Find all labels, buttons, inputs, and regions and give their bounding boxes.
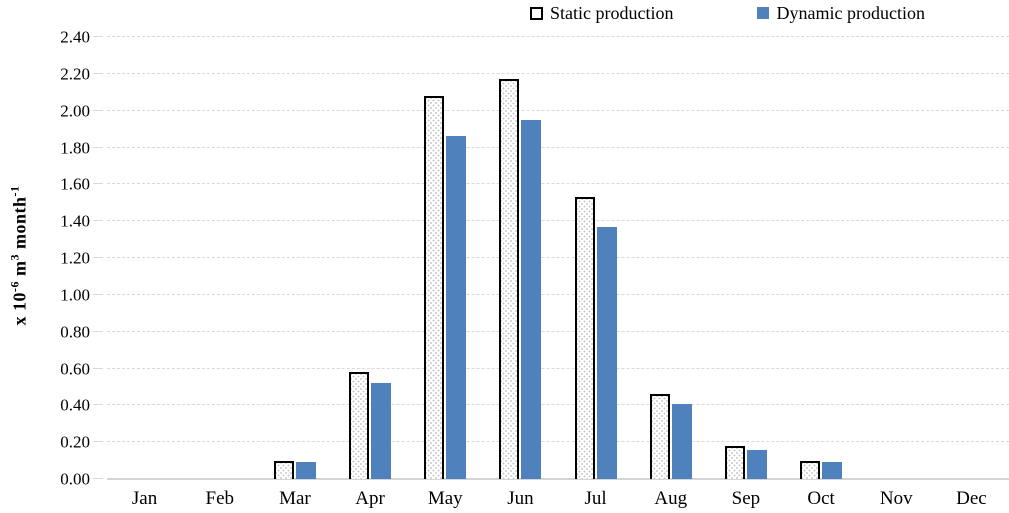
- bar-dynamic-apr: [371, 383, 392, 479]
- y-tick-label-1.20: 1.20: [60, 248, 90, 268]
- y-tick-label-0.40: 0.40: [60, 395, 90, 415]
- gridline-1.60: [107, 183, 1009, 185]
- y-tick-1.20: [93, 257, 103, 258]
- bar-dynamic-may: [446, 136, 467, 479]
- x-tick-label-oct: Oct: [807, 488, 835, 509]
- bar-dynamic-sep: [746, 449, 767, 479]
- y-tick-label-0.80: 0.80: [60, 322, 90, 342]
- y-tick-1.60: [93, 183, 103, 185]
- bar-static-mar: [273, 460, 294, 479]
- y-tick-label-2.40: 2.40: [60, 27, 90, 47]
- y-tick-1.40: [93, 220, 103, 222]
- gridline-2.20: [107, 72, 1009, 74]
- y-tick-label-0.20: 0.20: [60, 432, 90, 452]
- x-tick-label-feb: Feb: [205, 488, 235, 509]
- plot-area: [93, 36, 1009, 480]
- y-tick-label-1.40: 1.40: [60, 211, 90, 231]
- y-tick-2.20: [93, 72, 103, 74]
- bar-static-may: [424, 95, 445, 479]
- bar-static-jun: [499, 79, 520, 479]
- gridline-0.80: [107, 330, 1009, 332]
- gridline-1.40: [107, 220, 1009, 222]
- bar-dynamic-aug: [671, 403, 692, 479]
- gridline-1.80: [107, 146, 1009, 148]
- x-tick-label-jul: Jul: [584, 488, 607, 509]
- gridline-1.00: [107, 293, 1009, 295]
- x-tick-label-apr: Apr: [355, 488, 385, 509]
- x-tick-label-nov: Nov: [879, 488, 913, 509]
- bar-dynamic-jun: [521, 119, 542, 479]
- x-axis-tick-labels: Jan Feb Mar Apr May Jun Jul Aug Sep Oct Nov Dec: [107, 486, 1009, 512]
- bar-static-oct: [800, 460, 821, 479]
- bar-static-apr: [349, 372, 370, 479]
- y-tick-2.00: [93, 109, 103, 111]
- y-tick-0.20: [93, 441, 103, 443]
- x-tick-label-may: May: [427, 488, 463, 509]
- y-tick-label-2.20: 2.20: [60, 64, 90, 84]
- gridline-0.40: [107, 404, 1009, 406]
- legend-label-dynamic-production: Dynamic production: [776, 3, 925, 23]
- y-tick-label-0.60: 0.60: [60, 359, 90, 378]
- y-tick-2.40: [93, 36, 103, 37]
- y-tick-0.00: [93, 478, 103, 479]
- bar-dynamic-mar: [295, 462, 316, 479]
- bar-dynamic-oct: [822, 462, 843, 479]
- x-tick-label-aug: Aug: [654, 488, 688, 509]
- x-tick-label-mar: Mar: [279, 488, 311, 509]
- y-tick-label-1.60: 1.60: [60, 174, 90, 194]
- y-axis-tick-labels: 0.00 0.20 0.40 0.60 0.80 1.00 1.20 1.40 1.60 1.80…: [0, 29, 90, 488]
- x-tick-label-dec: Dec: [956, 488, 987, 509]
- x-tick-label-sep: Sep: [731, 488, 761, 509]
- gridline-0.60: [107, 367, 1009, 369]
- y-tick-1.00: [93, 293, 103, 295]
- legend-item-dynamic-production: Dynamic production: [757, 1, 925, 25]
- gridline-2.00: [107, 109, 1009, 111]
- legend-label-static-production: Static production: [550, 3, 674, 23]
- bar-static-sep: [724, 445, 745, 479]
- gridline-0.20: [107, 441, 1009, 443]
- y-tick-0.60: [93, 367, 103, 369]
- chart-legend: Static production Dynamic production: [530, 1, 925, 25]
- y-tick-0.40: [93, 404, 103, 406]
- x-axis-line: [107, 478, 1009, 480]
- gridline-1.20: [107, 257, 1009, 258]
- y-tick-label-1.80: 1.80: [60, 138, 90, 157]
- y-tick-label-2.00: 2.00: [60, 101, 90, 121]
- y-tick-label-0.00: 0.00: [60, 469, 90, 489]
- bar-dynamic-jul: [596, 226, 617, 479]
- y-tick-0.80: [93, 330, 103, 332]
- gridline-2.40: [107, 36, 1009, 37]
- bar-static-aug: [649, 394, 670, 479]
- legend-item-static-production: Static production: [530, 1, 673, 25]
- y-tick-1.80: [93, 146, 103, 148]
- dynamic-production-swatch-icon: [757, 7, 770, 19]
- x-tick-label-jan: Jan: [131, 488, 158, 509]
- x-tick-label-jun: Jun: [507, 488, 534, 509]
- static-production-swatch-icon: [530, 6, 543, 20]
- bar-static-jul: [574, 197, 595, 479]
- y-tick-label-1.00: 1.00: [60, 285, 90, 305]
